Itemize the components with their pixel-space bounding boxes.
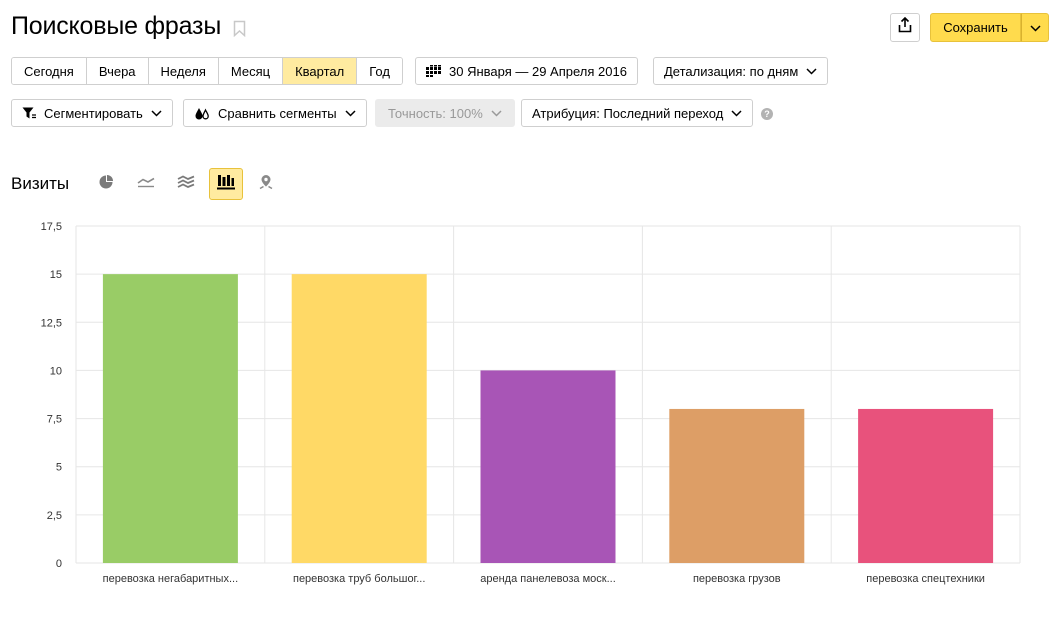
segment-button[interactable]: Сегментировать — [11, 99, 173, 127]
period-presets: Сегодня Вчера Неделя Месяц Квартал Год — [11, 57, 403, 85]
export-button[interactable] — [890, 13, 920, 42]
save-options-button[interactable] — [1021, 13, 1049, 42]
compare-drops-icon — [194, 107, 210, 120]
period-preset[interactable]: Неделя — [148, 58, 219, 84]
accuracy-select: Точность: 100% — [375, 99, 515, 127]
y-tick-label: 12,5 — [41, 317, 62, 329]
bar — [291, 274, 427, 563]
chevron-down-icon — [1029, 19, 1041, 37]
filter-icon — [22, 107, 36, 120]
export-icon — [898, 16, 912, 38]
date-range-picker[interactable]: 30 Января — 29 Апреля 2016 — [415, 57, 638, 85]
bar-chart-button[interactable] — [209, 168, 243, 200]
calendar-icon — [426, 65, 441, 77]
area-chart-button[interactable] — [169, 168, 203, 200]
compare-segments-button[interactable]: Сравнить сегменты — [183, 99, 367, 127]
y-tick-label: 2,5 — [47, 510, 62, 522]
save-button-group: Сохранить — [930, 13, 1049, 42]
chevron-down-icon — [151, 109, 162, 117]
compare-label: Сравнить сегменты — [218, 105, 337, 121]
period-preset[interactable]: Год — [357, 58, 402, 84]
help-icon[interactable]: ? — [761, 108, 773, 120]
x-category-label: перевозка негабаритных... — [103, 573, 239, 585]
bar — [102, 274, 238, 563]
y-tick-label: 5 — [56, 462, 62, 474]
map-icon — [258, 174, 274, 195]
period-preset[interactable]: Сегодня — [12, 58, 87, 84]
chevron-down-icon — [731, 109, 742, 117]
line-chart-button[interactable] — [129, 168, 163, 200]
chevron-down-icon — [806, 67, 817, 75]
y-tick-label: 0 — [56, 558, 62, 570]
chevron-down-icon — [345, 109, 356, 117]
x-category-label: перевозка грузов — [693, 573, 781, 585]
bar — [480, 370, 616, 563]
x-category-label: перевозка труб большог... — [293, 573, 425, 585]
date-range-label: 30 Января — 29 Апреля 2016 — [449, 63, 627, 79]
y-tick-label: 15 — [50, 269, 62, 281]
y-tick-label: 17,5 — [41, 221, 62, 233]
bar — [858, 408, 994, 563]
line-chart-icon — [137, 175, 155, 193]
bar — [669, 408, 805, 563]
page-title: Поисковые фразы — [11, 12, 222, 40]
y-tick-label: 7,5 — [47, 414, 62, 426]
accuracy-label: Точность: 100% — [388, 105, 483, 121]
x-category-label: перевозка спецтехники — [866, 573, 985, 585]
y-tick-label: 10 — [50, 365, 62, 377]
pie-chart-button[interactable] — [89, 168, 123, 200]
period-preset[interactable]: Вчера — [86, 58, 149, 84]
map-button[interactable] — [249, 168, 283, 200]
x-category-label: аренда панелевоза моск... — [480, 573, 616, 585]
metric-label: Визиты — [11, 174, 70, 193]
detail-label: Детализация: по дням — [664, 63, 799, 79]
attribution-select[interactable]: Атрибуция: Последний переход — [521, 99, 754, 127]
area-chart-icon — [177, 174, 195, 194]
detail-select[interactable]: Детализация: по дням — [653, 57, 829, 85]
save-button[interactable]: Сохранить — [930, 13, 1021, 42]
bookmark-icon[interactable] — [233, 20, 246, 42]
attribution-label: Атрибуция: Последний переход — [532, 105, 724, 121]
bar-chart: 0 2,5 5 7,5 10 12,5 15 17,5 перевозка негабаритн… — [41, 221, 1021, 585]
bar-chart-icon — [217, 174, 235, 195]
chevron-down-icon — [491, 109, 502, 117]
period-preset[interactable]: Месяц — [218, 58, 284, 84]
pie-chart-icon — [98, 174, 114, 195]
period-preset[interactable]: Квартал — [283, 58, 358, 84]
segment-label: Сегментировать — [44, 105, 143, 121]
